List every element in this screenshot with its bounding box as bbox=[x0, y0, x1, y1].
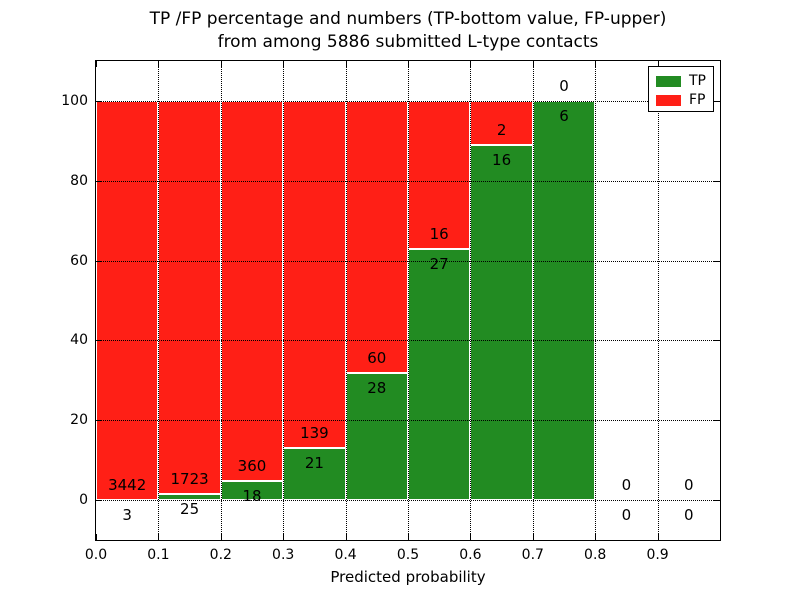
x-tick-mark-top bbox=[470, 61, 472, 67]
count-label-tp: 28 bbox=[367, 379, 387, 398]
y-tick-label: 0 bbox=[79, 492, 88, 509]
legend: TP FP bbox=[648, 66, 714, 112]
x-tick-label: 0.1 bbox=[147, 547, 170, 563]
legend-swatch-tp bbox=[656, 76, 681, 87]
bar-segment-fp bbox=[283, 100, 346, 448]
x-tick-label: 0.0 bbox=[84, 547, 108, 563]
legend-label-fp: FP bbox=[689, 92, 706, 108]
x-tick-mark-bottom bbox=[595, 534, 597, 540]
y-tick-label: 80 bbox=[70, 172, 88, 189]
bar-segment-tp bbox=[283, 447, 346, 501]
bar-segment-fp bbox=[345, 100, 408, 374]
count-label-fp: 1723 bbox=[170, 470, 209, 489]
x-tick-mark-top bbox=[595, 61, 597, 67]
count-label-fp: 0 bbox=[684, 476, 694, 495]
x-tick-mark-bottom bbox=[96, 534, 97, 540]
count-label-fp: 0 bbox=[621, 476, 632, 495]
legend-swatch-fp bbox=[656, 95, 681, 106]
count-label-fp: 2 bbox=[496, 121, 507, 140]
legend-item-tp: TP bbox=[656, 72, 713, 91]
count-label-fp: 360 bbox=[237, 457, 267, 476]
y-tick-mark-left bbox=[96, 180, 102, 182]
x-tick-mark-top bbox=[220, 61, 222, 67]
x-tick-label: 0.8 bbox=[584, 547, 607, 563]
y-tick-mark-right bbox=[714, 340, 720, 342]
grid-line-vertical bbox=[595, 61, 597, 540]
x-tick-label: 0.4 bbox=[334, 547, 357, 563]
y-tick-mark-left bbox=[96, 340, 102, 342]
bar-segment-fp bbox=[408, 100, 471, 250]
bar-segment-tp bbox=[345, 373, 408, 501]
count-label-tp: 3 bbox=[122, 505, 132, 524]
bar-segment-tp bbox=[96, 499, 159, 502]
bar-segment-fp bbox=[158, 100, 221, 495]
y-tick-mark-right bbox=[714, 100, 720, 102]
y-tick-label: 20 bbox=[70, 412, 88, 429]
x-tick-mark-bottom bbox=[283, 534, 285, 540]
count-label-tp: 18 bbox=[242, 487, 262, 506]
count-label-tp: 25 bbox=[180, 500, 200, 519]
y-tick-mark-left bbox=[96, 100, 102, 102]
count-label-fp: 139 bbox=[300, 423, 329, 442]
chart-title: TP /FP percentage and numbers (TP-bottom… bbox=[96, 8, 720, 54]
chart-title-line2: from among 5886 submitted L-type contact… bbox=[217, 32, 599, 52]
x-tick-label: 0.2 bbox=[209, 547, 232, 563]
count-label-fp: 60 bbox=[367, 349, 387, 368]
count-label-tp: 6 bbox=[559, 106, 569, 125]
bar-segment-tp bbox=[158, 494, 221, 501]
count-label-tp: 27 bbox=[429, 255, 449, 274]
y-tick-mark-right bbox=[714, 500, 720, 502]
y-tick-mark-right bbox=[714, 260, 720, 262]
count-label-fp: 3442 bbox=[108, 475, 147, 494]
y-tick-mark-right bbox=[714, 180, 720, 182]
x-tick-mark-bottom bbox=[408, 534, 409, 540]
bar-segment-tp bbox=[470, 145, 533, 501]
count-label-fp: 16 bbox=[429, 225, 449, 244]
x-tick-mark-top bbox=[158, 61, 160, 67]
x-tick-label: 0.7 bbox=[521, 547, 544, 563]
x-tick-label: 0.6 bbox=[459, 547, 482, 563]
x-tick-mark-bottom bbox=[470, 534, 472, 540]
bar-segment-tp bbox=[532, 100, 596, 501]
y-tick-mark-left bbox=[96, 500, 102, 502]
count-label-tp: 21 bbox=[304, 453, 324, 472]
x-tick-label: 0.3 bbox=[272, 547, 295, 563]
bar-segment-fp bbox=[96, 100, 159, 500]
x-tick-mark-top bbox=[96, 61, 97, 67]
x-tick-mark-bottom bbox=[532, 534, 534, 540]
y-tick-mark-left bbox=[96, 420, 102, 422]
x-tick-mark-bottom bbox=[158, 534, 160, 540]
legend-item-fp: FP bbox=[656, 91, 713, 110]
x-tick-mark-bottom bbox=[220, 534, 222, 540]
x-tick-mark-top bbox=[408, 61, 409, 67]
bar-segment-tp bbox=[408, 249, 471, 501]
x-tick-mark-top bbox=[283, 61, 285, 67]
x-tick-mark-bottom bbox=[657, 534, 659, 540]
count-label-tp: 0 bbox=[621, 506, 632, 525]
x-tick-mark-top bbox=[345, 61, 347, 67]
legend-label-tp: TP bbox=[689, 73, 706, 89]
count-label-fp: 0 bbox=[559, 76, 569, 95]
x-tick-mark-bottom bbox=[345, 534, 347, 540]
bar-segment-fp bbox=[220, 100, 284, 482]
plot-area: Percentage 34423172325360181392160281627… bbox=[61, 60, 721, 563]
count-label-tp: 16 bbox=[492, 151, 512, 170]
x-tick-mark-top bbox=[532, 61, 534, 67]
y-tick-label: 40 bbox=[70, 332, 88, 349]
chart-title-line1: TP /FP percentage and numbers (TP-bottom… bbox=[149, 9, 667, 29]
count-label-tp: 0 bbox=[684, 506, 694, 525]
y-tick-mark-left bbox=[96, 260, 102, 262]
y-tick-label: 60 bbox=[70, 252, 88, 269]
y-tick-mark-right bbox=[714, 420, 720, 422]
x-tick-label: 0.5 bbox=[396, 547, 420, 563]
y-tick-label: 100 bbox=[61, 92, 88, 109]
x-axis-label: Predicted probability bbox=[330, 568, 486, 586]
grid-line-vertical bbox=[657, 61, 659, 540]
x-tick-label: 0.9 bbox=[646, 547, 669, 563]
